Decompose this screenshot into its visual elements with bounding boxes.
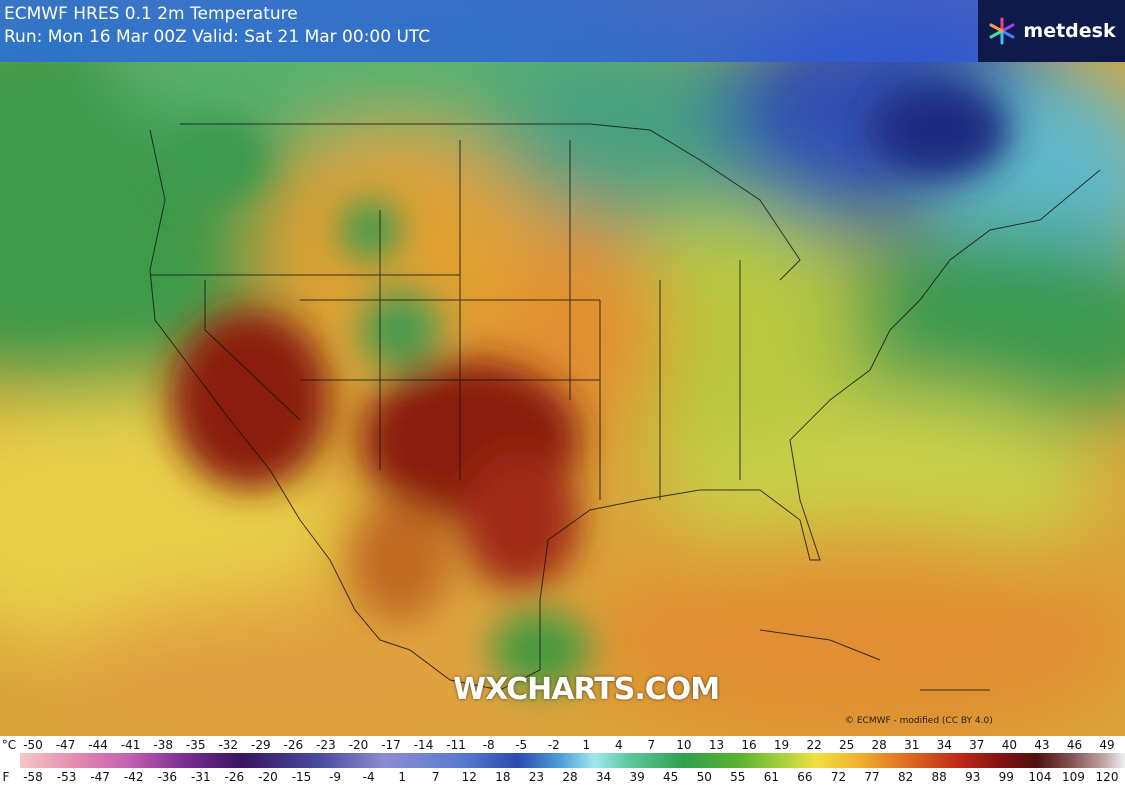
fahrenheit-label: 77 [864, 770, 880, 784]
fahrenheit-label: 28 [562, 770, 578, 784]
celsius-label: 49 [1099, 738, 1115, 752]
fahrenheit-unit: F [2, 770, 10, 784]
celsius-label: 31 [904, 738, 920, 752]
celsius-label: -44 [88, 738, 108, 752]
fahrenheit-label: -42 [123, 770, 144, 784]
celsius-label: 1 [582, 738, 591, 752]
celsius-label: 37 [969, 738, 985, 752]
credit: © ECMWF - modified (CC BY 4.0) [845, 716, 993, 726]
celsius-label: -20 [348, 738, 369, 752]
fahrenheit-label: -47 [90, 770, 110, 784]
fahrenheit-label: 18 [495, 770, 511, 784]
celsius-label: 16 [741, 738, 757, 752]
fahrenheit-label: 93 [965, 770, 981, 784]
fahrenheit-label: -31 [191, 770, 211, 784]
fahrenheit-label: -20 [258, 770, 278, 784]
celsius-label: -8 [482, 738, 495, 752]
celsius-label: -29 [251, 738, 271, 752]
fahrenheit-label: 50 [696, 770, 712, 784]
fahrenheit-label: -26 [224, 770, 245, 784]
fahrenheit-label: 82 [897, 770, 914, 784]
celsius-label: 7 [647, 738, 656, 752]
fahrenheit-label: 66 [797, 770, 813, 784]
celsius-label: -14 [413, 738, 434, 752]
watermark: WXCHARTS.COM [453, 672, 720, 707]
celsius-label: 40 [1001, 738, 1017, 752]
fahrenheit-label: 55 [730, 770, 746, 784]
celsius-label: 34 [936, 738, 952, 752]
fahrenheit-label: 23 [528, 770, 545, 784]
fahrenheit-label: 120 [1095, 770, 1119, 784]
fahrenheit-label: 1 [398, 770, 407, 784]
celsius-label: -2 [547, 738, 560, 752]
celsius-label: -5 [515, 738, 528, 752]
celsius-label: 22 [806, 738, 822, 752]
celsius-label: -47 [55, 738, 76, 752]
color-scale-bar [20, 753, 1125, 768]
logo-text: metdesk [1023, 20, 1116, 42]
fahrenheit-label: -36 [157, 770, 178, 784]
celsius-label: -41 [120, 738, 141, 752]
celsius-label: 4 [614, 738, 623, 752]
celsius-label: -50 [23, 738, 43, 752]
celsius-label: -38 [153, 738, 173, 752]
fahrenheit-label: -53 [56, 770, 77, 784]
fahrenheit-label: 88 [931, 770, 947, 784]
fahrenheit-label: 39 [629, 770, 645, 784]
fahrenheit-label: 72 [830, 770, 847, 784]
fahrenheit-label: 104 [1028, 770, 1052, 784]
fahrenheit-label: -9 [329, 770, 342, 784]
logo: metdesk [978, 0, 1125, 62]
fahrenheit-label: 61 [763, 770, 780, 784]
celsius-label: 13 [708, 738, 725, 752]
map-subtitle: Run: Mon 16 Mar 00Z Valid: Sat 21 Mar 00… [4, 27, 431, 47]
celsius-label: -11 [446, 738, 466, 752]
celsius-label: 46 [1066, 738, 1083, 752]
fahrenheit-label: 7 [431, 770, 440, 784]
celsius-label: 19 [773, 738, 790, 752]
logo-icon [989, 17, 1015, 45]
celsius-label: 10 [676, 738, 692, 752]
color-legend: °C F -50 -47 -44 -41 -38 -35 -32 -29 -26 -23 -20 -1… [0, 736, 1125, 787]
celsius-label: 25 [838, 738, 855, 752]
fahrenheit-label: -15 [291, 770, 312, 784]
celsius-label: 28 [871, 738, 887, 752]
celsius-label: -26 [283, 738, 304, 752]
celsius-label: -17 [381, 738, 401, 752]
celsius-label: 43 [1034, 738, 1050, 752]
fahrenheit-label: 99 [998, 770, 1014, 784]
fahrenheit-label: -4 [362, 770, 375, 784]
celsius-label: -23 [316, 738, 336, 752]
map-title: ECMWF HRES 0.1 2m Temperature [4, 4, 298, 24]
fahrenheit-label: 45 [663, 770, 679, 784]
fahrenheit-label: 34 [595, 770, 612, 784]
celsius-label: -32 [218, 738, 239, 752]
fahrenheit-label: 12 [461, 770, 477, 784]
celsius-label: -35 [185, 738, 206, 752]
celsius-unit: °C [1, 738, 17, 752]
fahrenheit-label: -58 [23, 770, 43, 784]
fahrenheit-label: 109 [1061, 770, 1085, 784]
header-band [0, 0, 978, 62]
